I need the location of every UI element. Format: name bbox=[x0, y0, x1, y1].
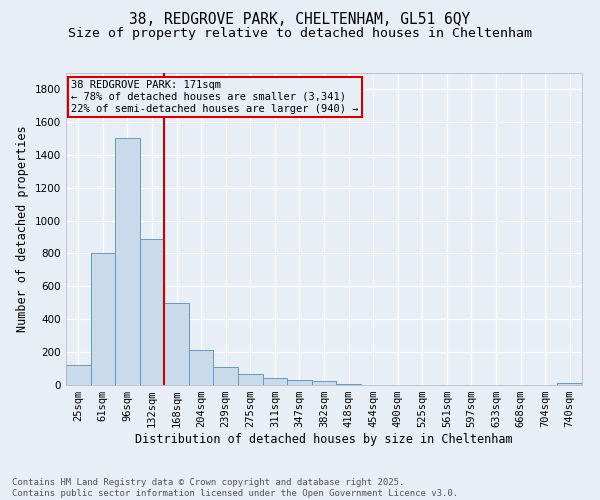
Y-axis label: Number of detached properties: Number of detached properties bbox=[16, 126, 29, 332]
X-axis label: Distribution of detached houses by size in Cheltenham: Distribution of detached houses by size … bbox=[135, 433, 513, 446]
Bar bbox=[287, 380, 312, 385]
Bar bbox=[164, 303, 189, 385]
Text: 38, REDGROVE PARK, CHELTENHAM, GL51 6QY: 38, REDGROVE PARK, CHELTENHAM, GL51 6QY bbox=[130, 12, 470, 28]
Text: Contains HM Land Registry data © Crown copyright and database right 2025.
Contai: Contains HM Land Registry data © Crown c… bbox=[12, 478, 458, 498]
Text: Size of property relative to detached houses in Cheltenham: Size of property relative to detached ho… bbox=[68, 28, 532, 40]
Bar bbox=[312, 381, 336, 385]
Bar bbox=[189, 350, 214, 385]
Bar bbox=[263, 378, 287, 385]
Bar bbox=[238, 374, 263, 385]
Bar bbox=[91, 254, 115, 385]
Text: 38 REDGROVE PARK: 171sqm
← 78% of detached houses are smaller (3,341)
22% of sem: 38 REDGROVE PARK: 171sqm ← 78% of detach… bbox=[71, 80, 359, 114]
Bar bbox=[140, 238, 164, 385]
Bar bbox=[115, 138, 140, 385]
Bar bbox=[336, 384, 361, 385]
Bar bbox=[557, 383, 582, 385]
Bar bbox=[66, 366, 91, 385]
Bar bbox=[214, 367, 238, 385]
